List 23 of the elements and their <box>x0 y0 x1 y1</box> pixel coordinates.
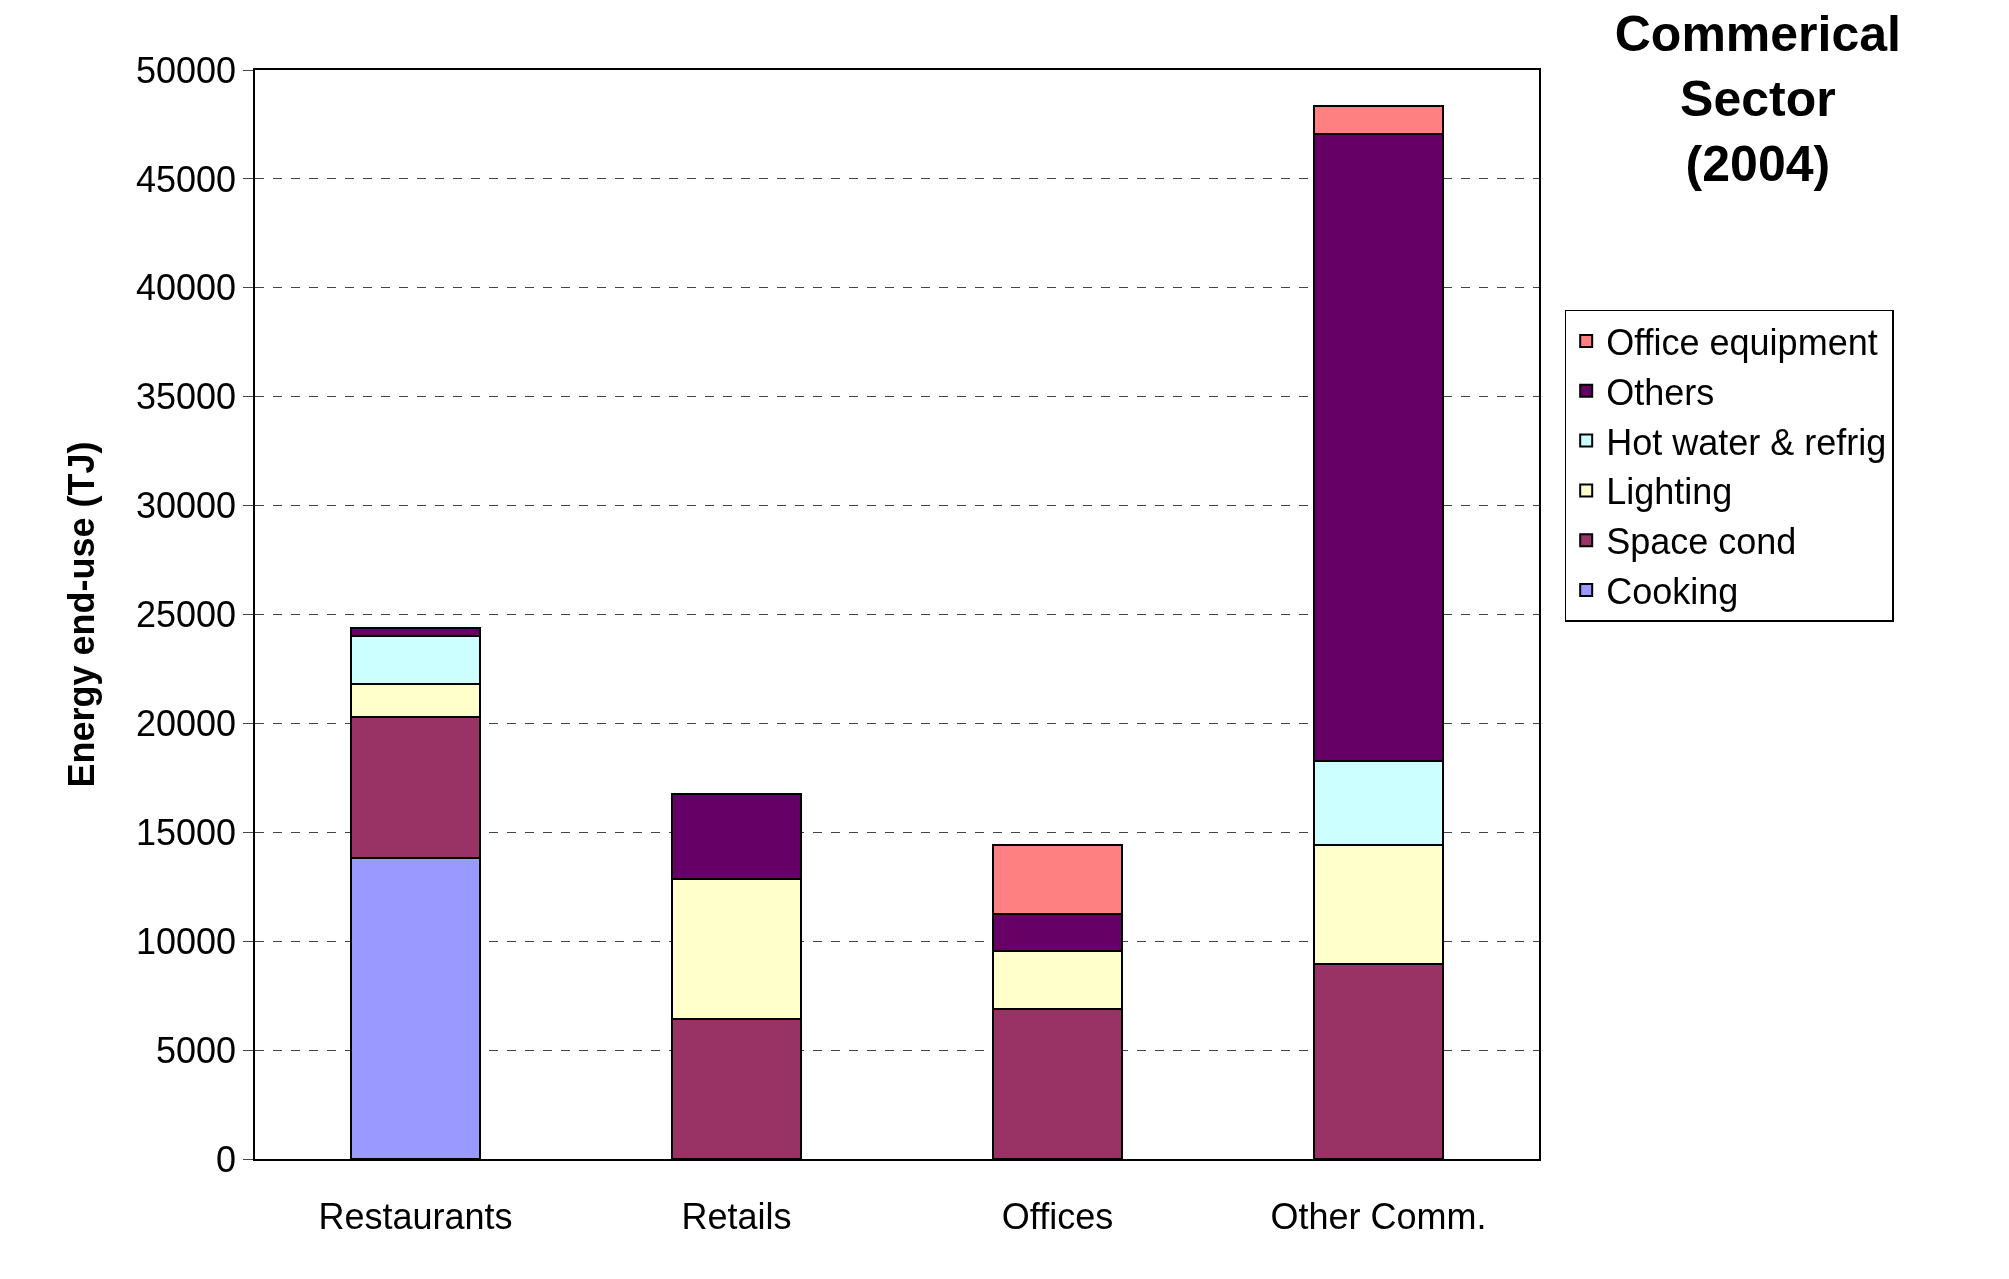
y-tick-label: 25000 <box>135 594 237 636</box>
y-tick-label: 20000 <box>135 703 237 744</box>
text: Commerical Sector (2004) <box>1614 6 1901 193</box>
y-axis-title: Energy end-use (TJ) <box>61 441 103 788</box>
y-tick-label: 30000 <box>135 485 237 527</box>
legend-label: Others <box>1606 371 1715 413</box>
y-tick-label: 15000 <box>135 811 237 853</box>
x-tick-label: Other Comm. <box>1270 1195 1487 1237</box>
legend-label: Lighting <box>1606 471 1733 513</box>
y-tick-label: 5000 <box>155 1029 237 1071</box>
y-tick-label: 40000 <box>135 267 237 309</box>
x-tick-label: Restaurants <box>318 1195 513 1237</box>
legend-label: Office equipment <box>1606 322 1878 364</box>
y-tick-label: 35000 <box>135 376 237 418</box>
y-tick-label: 45000 <box>135 158 237 200</box>
x-tick-label: Retails <box>681 1195 792 1237</box>
y-tick-label: 0 <box>216 1138 237 1180</box>
y-tick-label: 50000 <box>135 49 237 91</box>
y-tick-label: 10000 <box>135 920 237 962</box>
legend-label: Hot water & refrig <box>1606 421 1887 463</box>
legend-label: Cooking <box>1606 571 1739 613</box>
legend-label: Space cond <box>1606 521 1797 563</box>
x-tick-label: Offices <box>1001 1195 1114 1237</box>
